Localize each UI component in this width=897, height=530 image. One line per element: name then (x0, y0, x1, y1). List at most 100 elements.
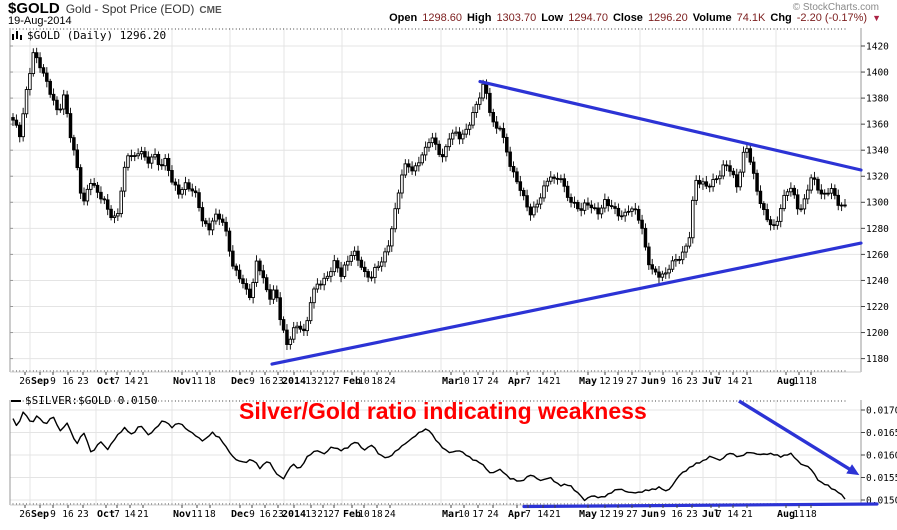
candle-body (369, 276, 374, 279)
candle-body (143, 151, 147, 158)
candle-body (129, 155, 134, 157)
candle-body (261, 270, 266, 279)
candle-body (41, 67, 46, 74)
candle-body (11, 117, 15, 121)
x-axis-label: Jun (641, 376, 659, 387)
candle-body (200, 207, 205, 222)
candle-body (826, 192, 830, 195)
candle-body (806, 189, 810, 200)
x-axis-label: 17 (472, 376, 483, 387)
x-axis-label: 7 (716, 509, 722, 520)
candle-body (596, 207, 600, 215)
candle-body (92, 183, 96, 186)
x-axis-label: 21 (549, 509, 561, 520)
candle-body (89, 183, 93, 190)
lower-legend-text: $SILVER:$GOLD 0.0150 (25, 394, 158, 407)
candle-body (579, 208, 583, 211)
candle-body (714, 178, 719, 181)
x-axis-label: 23 (77, 376, 88, 387)
y-axis-label: 1180 (866, 354, 889, 365)
x-axis-label: Aug (777, 376, 795, 387)
x-axis-label: 21 (317, 376, 329, 387)
candle-body (285, 329, 289, 345)
candle-body (28, 73, 32, 90)
candle-body (660, 273, 665, 278)
candle-body (342, 264, 347, 277)
candle-body (667, 268, 671, 274)
candle-body (400, 174, 404, 194)
candle-body (254, 260, 259, 283)
candle-body (183, 182, 188, 190)
candle-body (417, 162, 421, 167)
candle-body (775, 220, 780, 226)
x-axis-label: 14 (537, 376, 549, 387)
x-axis-label: Mar (442, 376, 460, 387)
candle-body (251, 282, 255, 299)
candle-body (697, 179, 702, 185)
support-line (522, 502, 879, 509)
candle-body (197, 192, 201, 209)
candle-body (444, 146, 448, 158)
close-value: 1296.20 (647, 12, 688, 24)
x-axis-label: Dec (231, 376, 249, 387)
x-axis-label: 16 (62, 376, 74, 387)
y-axis-label: 0.0165 (866, 428, 897, 439)
candle-body (684, 245, 688, 253)
candle-body (630, 208, 634, 212)
x-axis-label: 21 (741, 376, 753, 387)
exchange-label: CME (199, 5, 222, 16)
candle-body (670, 260, 675, 270)
x-axis-label: 16 (671, 376, 683, 387)
candle-body (214, 213, 218, 222)
y-axis-label: 1380 (866, 94, 889, 105)
candle-body (379, 261, 384, 267)
candle-body (447, 138, 452, 148)
x-axis-label: 26 (19, 509, 31, 520)
candle-body (657, 271, 661, 278)
candle-body (275, 289, 279, 299)
candle-body (765, 209, 769, 221)
candle-body (406, 163, 411, 168)
candle-body (139, 151, 144, 155)
candle-body (738, 171, 742, 188)
x-axis-label: 7 (525, 509, 531, 520)
x-axis-label: 9 (249, 376, 255, 387)
x-axis-label: 23 (686, 376, 697, 387)
candle-body (258, 260, 262, 272)
candle-body (31, 52, 36, 75)
x-axis-label: 16 (259, 376, 271, 387)
candle-body (224, 221, 228, 232)
y-axis-label: 1400 (866, 67, 889, 78)
candle-body (843, 204, 847, 207)
x-axis-label: 10 (358, 376, 370, 387)
line-swatch-icon (11, 399, 21, 402)
x-axis-label: 16 (671, 509, 683, 520)
candle-body (312, 288, 316, 304)
x-axis-label: 24 (384, 509, 396, 520)
candle-body (778, 208, 783, 222)
candle-body (325, 275, 330, 279)
candle-body (75, 149, 80, 169)
candle-body (521, 189, 526, 197)
candle-body (799, 208, 803, 211)
candle-body (640, 219, 644, 229)
x-axis-label: 11 (793, 376, 805, 387)
trendline-descending-resistance (478, 79, 863, 172)
x-axis-label: 18 (371, 376, 383, 387)
x-axis-label: Dec (231, 509, 249, 520)
candle-body (268, 289, 272, 300)
candle-body (586, 202, 590, 206)
candle-body (329, 271, 333, 277)
weakness-arrow (738, 399, 851, 471)
x-axis-label: 27 (328, 376, 339, 387)
x-axis-label: Feb (343, 509, 361, 520)
candle-body (244, 283, 249, 290)
x-axis-label: 10 (358, 509, 370, 520)
candle-body (613, 206, 617, 209)
candle-body (271, 289, 276, 300)
candle-body (488, 92, 492, 113)
candle-body (829, 188, 834, 194)
candle-body (552, 176, 556, 179)
candle-body (457, 131, 462, 140)
